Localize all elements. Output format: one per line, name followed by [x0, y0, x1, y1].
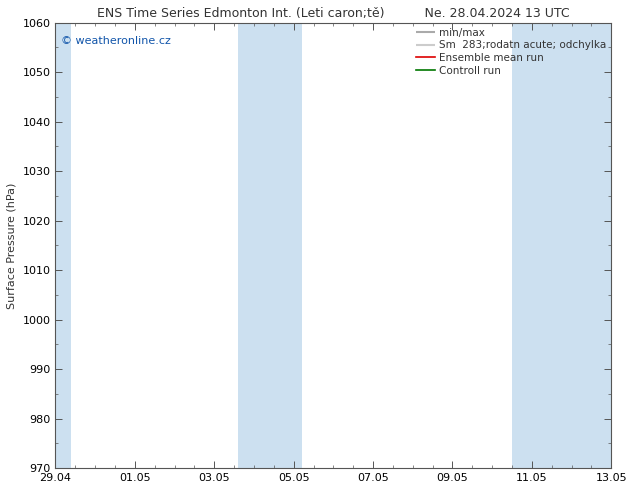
- Bar: [56, 23, 72, 468]
- Bar: [512, 23, 611, 468]
- Bar: [238, 23, 302, 468]
- Title: ENS Time Series Edmonton Int. (Leti caron;tě)          Ne. 28.04.2024 13 UTC: ENS Time Series Edmonton Int. (Leti caro…: [97, 7, 570, 20]
- Y-axis label: Surface Pressure (hPa): Surface Pressure (hPa): [7, 182, 17, 309]
- Legend: min/max, Sm  283;rodatn acute; odchylka, Ensemble mean run, Controll run: min/max, Sm 283;rodatn acute; odchylka, …: [414, 25, 608, 77]
- Text: © weatheronline.cz: © weatheronline.cz: [61, 36, 171, 46]
